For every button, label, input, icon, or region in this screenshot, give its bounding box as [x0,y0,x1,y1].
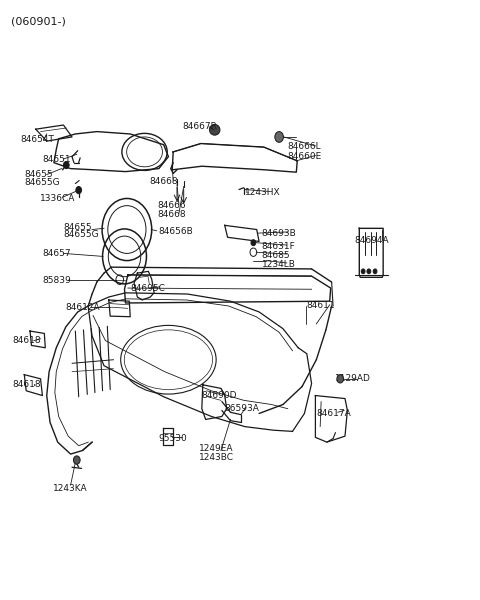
Text: 84660E: 84660E [288,152,322,161]
Text: 84651: 84651 [42,155,71,164]
Text: L: L [246,189,249,194]
Text: 84690D: 84690D [202,391,237,400]
Text: 84666: 84666 [157,201,186,210]
Text: 84668: 84668 [149,177,178,186]
Text: 85839: 85839 [42,276,71,285]
Text: 84694A: 84694A [355,236,389,245]
Text: 1243BC: 1243BC [199,452,234,461]
Text: 1129AD: 1129AD [336,374,372,383]
Text: 84655G: 84655G [24,178,60,187]
Text: 1249EA: 1249EA [199,443,234,452]
Text: 84655: 84655 [63,223,92,232]
Text: 84667R: 84667R [183,122,217,131]
Text: 84655G: 84655G [63,230,99,239]
Circle shape [337,374,344,383]
Text: 1243KA: 1243KA [53,484,87,493]
Circle shape [251,239,256,245]
Text: 84657: 84657 [42,249,71,258]
Text: 84618: 84618 [12,336,40,345]
Text: 84655: 84655 [24,170,53,179]
Text: 84668: 84668 [157,210,186,219]
Circle shape [76,187,82,194]
Circle shape [63,161,69,169]
Text: 84685: 84685 [262,251,290,260]
Text: 84618: 84618 [12,380,40,389]
Circle shape [275,131,283,142]
Text: 1243HX: 1243HX [245,188,280,197]
Text: 84617A: 84617A [316,409,351,418]
Text: 84666L: 84666L [288,142,321,151]
Text: 84695C: 84695C [130,284,165,293]
Text: 84693B: 84693B [262,229,296,238]
Text: (060901-): (060901-) [11,16,66,26]
Text: 84654T: 84654T [21,136,54,145]
Text: 84631F: 84631F [262,242,295,251]
Text: 84612A: 84612A [66,302,100,311]
Text: 95530: 95530 [159,434,188,443]
Text: 84656B: 84656B [159,227,193,236]
Circle shape [361,269,365,274]
Circle shape [367,269,371,274]
Text: 1336CA: 1336CA [39,194,75,203]
Circle shape [73,456,80,464]
Text: 86593A: 86593A [225,404,260,413]
Text: 84611: 84611 [307,301,336,310]
Ellipse shape [209,124,220,135]
Text: 1234LB: 1234LB [262,260,295,269]
Circle shape [373,269,377,274]
